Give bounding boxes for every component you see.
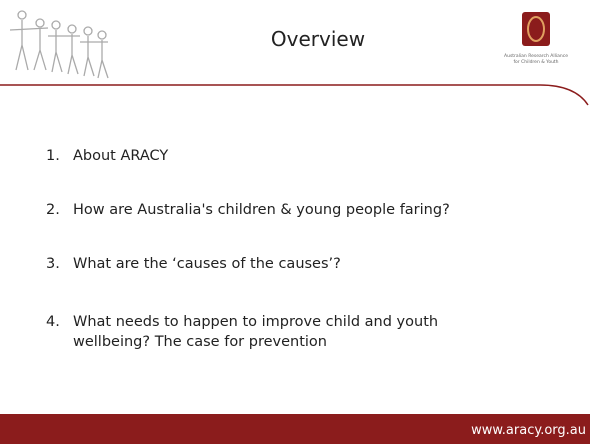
item-number: 2.	[46, 202, 60, 218]
children-figures	[9, 10, 109, 79]
item-text: What needs to happen to improve child an…	[73, 314, 439, 330]
item-text: What are the ‘causes of the causes’?	[73, 256, 341, 272]
footer-bar	[0, 414, 590, 444]
item-number: 1.	[46, 148, 60, 164]
item-text: How are Australia's children & young peo…	[73, 202, 450, 218]
logo-swirl	[527, 16, 545, 42]
logo-mark	[522, 12, 550, 46]
item-number: 4.	[46, 314, 60, 330]
item-text: About ARACY	[73, 148, 169, 164]
footer-url: www.aracy.org.au	[471, 423, 586, 438]
logo-text: Australian Research Alliance	[504, 53, 568, 59]
logo-text: for Children & Youth	[513, 59, 558, 65]
header-rule	[0, 84, 589, 106]
item-text: wellbeing? The case for prevention	[73, 334, 327, 350]
item-number: 3.	[46, 256, 60, 272]
title: Overview	[271, 27, 365, 51]
